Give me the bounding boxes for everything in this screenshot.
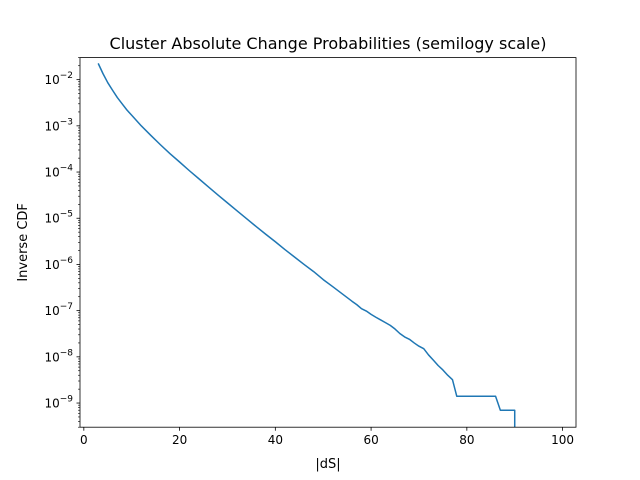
y-tick-label: 10−5 xyxy=(44,210,73,226)
y-axis: 10−9 10−8 10−7 10−6 10−5 10−4 10−3 10−2 xyxy=(44,57,80,428)
x-tick-label: 60 xyxy=(363,433,378,447)
y-tick-label: 10−6 xyxy=(44,256,73,272)
chart-title: Cluster Absolute Change Probabilities (s… xyxy=(110,34,547,53)
y-tick-label: 10−9 xyxy=(44,395,73,411)
x-axis: 0 20 40 60 80 100 xyxy=(80,427,574,447)
y-tick-label: 10−4 xyxy=(44,164,73,180)
y-axis-label: Inverse CDF xyxy=(16,203,31,282)
y-tick-label: 10−2 xyxy=(44,71,73,87)
x-tick-label: 20 xyxy=(172,433,187,447)
y-tick-label: 10−8 xyxy=(44,348,73,364)
series-layer xyxy=(97,63,516,428)
y-tick-label: 10−3 xyxy=(44,117,73,133)
x-tick-label: 0 xyxy=(80,433,88,447)
y-tick-label: 10−7 xyxy=(44,302,73,318)
x-tick-label: 40 xyxy=(268,433,283,447)
x-tick-label: 80 xyxy=(459,433,474,447)
x-tick-label: 100 xyxy=(551,433,574,447)
series-line-0 xyxy=(97,63,516,428)
x-axis-label: |dS| xyxy=(315,457,340,472)
